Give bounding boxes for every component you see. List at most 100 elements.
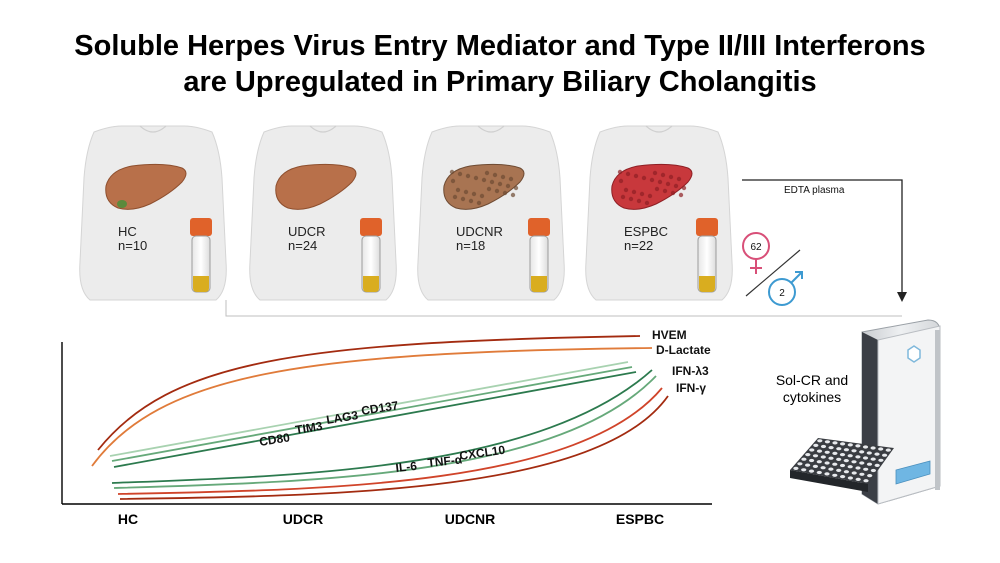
liver-nodule [497, 181, 503, 187]
plate-well [832, 473, 838, 477]
hvem-curve [97, 335, 641, 451]
plate-well [867, 474, 873, 478]
group-name: HC [118, 224, 137, 239]
plate-well [801, 457, 807, 461]
plate-well [855, 466, 861, 470]
plate-well [878, 458, 884, 462]
label-lag3: LAG3 [325, 408, 359, 427]
plate-well [859, 472, 865, 476]
liver-nodule [481, 177, 487, 183]
liver-nodule [489, 179, 495, 185]
trend-chart: HVEM D-Lactate IFN-λ3 IFN-γ CD80 TIM3 LA… [61, 328, 712, 527]
plate-well [828, 456, 834, 460]
liver-nodule [486, 186, 492, 192]
liver-nodule [455, 187, 461, 193]
liver-nodule [647, 193, 653, 199]
liver-nodule [500, 174, 506, 180]
plate-well [812, 464, 819, 468]
label-cd80: CD80 [258, 430, 291, 449]
cxcl10-curve [117, 387, 663, 495]
plate-well [843, 448, 850, 452]
liver-nodule [657, 179, 663, 185]
body-silhouette-icon [249, 125, 397, 301]
liver-nodule [633, 173, 639, 179]
label-d-lactate: D-Lactate [656, 343, 711, 357]
group-name: ESPBC [624, 224, 668, 239]
plate-well [855, 455, 861, 459]
plate-well [812, 454, 819, 458]
male-arrow-stem [790, 271, 803, 284]
liver-nodule [641, 175, 647, 181]
cd80-curve [109, 361, 629, 457]
plate-well [824, 450, 830, 454]
liver-nodule [465, 173, 471, 179]
axis-category-udcnr: UDCNR [445, 511, 496, 527]
plate-well [870, 457, 876, 461]
liver-nodule [636, 198, 642, 204]
plate-well [851, 449, 857, 453]
liver-nodule [618, 178, 624, 184]
plate-well [847, 476, 854, 480]
label-cxcl10: CXCL10 [458, 443, 506, 463]
plate-well [832, 462, 838, 466]
plate-well [805, 463, 811, 467]
plate-well [808, 469, 815, 473]
plate-well [801, 468, 807, 472]
plate-well [866, 462, 873, 466]
liver-nodule [468, 198, 474, 204]
plate-well [863, 479, 869, 483]
liver-nodule [628, 196, 634, 202]
liver-nodule [457, 171, 463, 177]
liver-nodule [479, 193, 485, 199]
group-figure-hc: HCn=10 [79, 125, 227, 301]
tim3-curve [111, 366, 633, 462]
liver-nodule [681, 185, 687, 191]
group-count: n=22 [624, 238, 653, 253]
analyzer-instrument-icon [861, 319, 941, 505]
liver-nodule [678, 192, 684, 198]
liver-nodule [484, 170, 490, 176]
liver-nodule [660, 172, 666, 178]
male-symbol-icon [768, 278, 796, 306]
lag3-curve [113, 371, 637, 468]
blood-tube-icon [528, 218, 550, 293]
sample-flow-arrow: EDTA plasma [742, 179, 907, 302]
label-il6: IL-6 [395, 459, 418, 475]
group-count: n=10 [118, 238, 147, 253]
plate-well [843, 459, 849, 463]
liver-icon [275, 163, 357, 210]
plate-well [847, 454, 853, 458]
plate-well [813, 443, 819, 447]
axis-category-udcr: UDCR [283, 511, 323, 527]
liver-nodule [644, 200, 650, 206]
d-lactate-curve [91, 347, 653, 467]
liver-nodule [460, 196, 466, 202]
liver-nodule [665, 181, 671, 187]
neck-line [645, 125, 673, 133]
liver-nodule [492, 172, 498, 178]
liver-nodule [668, 174, 674, 180]
plate-well [847, 443, 853, 447]
plate-well [859, 450, 865, 454]
sex-ratio: 62 2 [742, 232, 803, 306]
liver-nodule [463, 189, 469, 195]
liver-nodule [494, 188, 500, 194]
plate-well [855, 477, 861, 481]
liver-nodule [654, 186, 660, 192]
gallbladder-icon [117, 200, 127, 208]
label-ifn-gamma: IFN-γ [676, 381, 706, 395]
group-name: UDCR [288, 224, 326, 239]
liver-nodule [625, 171, 631, 177]
group-count: n=24 [288, 238, 317, 253]
blood-tube-icon [360, 218, 382, 293]
plate-well [851, 471, 857, 475]
plate-well [832, 451, 838, 455]
blood-tube-icon [190, 218, 212, 293]
well-plate-icon [790, 438, 894, 492]
plate-well [866, 451, 872, 455]
axis-category-hc: HC [118, 511, 138, 527]
liver-nodule [617, 169, 623, 175]
